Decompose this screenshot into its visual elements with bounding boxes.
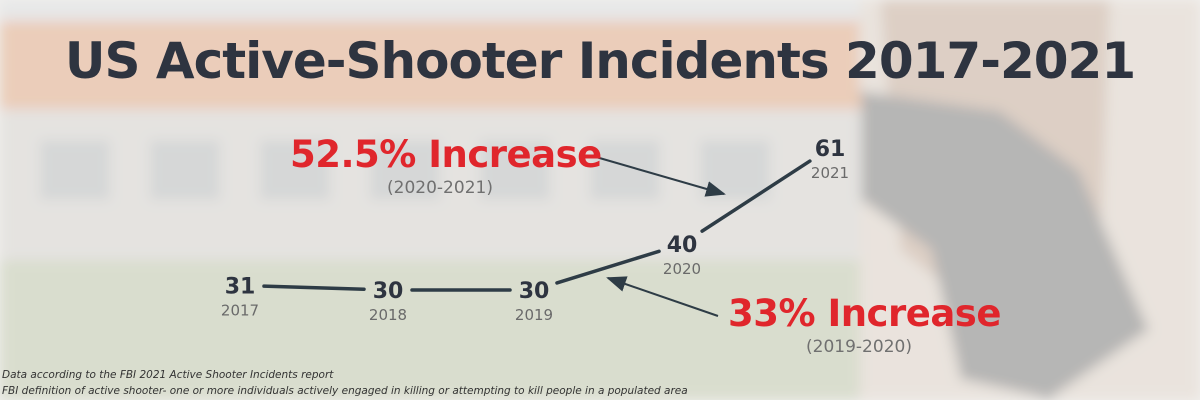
callout-2020-2021: 52.5% Increase (2020-2021)	[290, 133, 602, 199]
callout-arrow-2021	[595, 156, 726, 197]
x-tick-label-2021: 2021	[811, 164, 849, 182]
data-label-2019: 30	[519, 279, 550, 304]
callout-period: (2019-2020)	[806, 337, 912, 357]
chart-title: US Active-Shooter Incidents 2017-2021	[64, 32, 1136, 90]
data-label-2020: 40	[667, 233, 698, 258]
series-line-segment	[262, 284, 366, 292]
data-label-2018: 30	[373, 279, 404, 304]
x-tick-label-2020: 2020	[663, 260, 701, 278]
data-label-2021: 61	[815, 137, 846, 162]
x-tick-label-2017: 2017	[221, 301, 259, 319]
callout-arrow-2020	[606, 276, 719, 317]
data-label-2017: 31	[225, 274, 256, 299]
series-line-segment	[700, 159, 812, 233]
series-line-segment	[555, 249, 661, 285]
x-tick-label-2018: 2018	[369, 306, 407, 324]
callout-headline: 33% Increase	[728, 292, 1001, 335]
callout-headline: 52.5% Increase	[290, 133, 602, 176]
x-tick-label-2019: 2019	[515, 306, 553, 324]
source-note: Data according to the FBI 2021 Active Sh…	[2, 369, 334, 381]
callout-period: (2020-2021)	[387, 178, 493, 198]
definition-note: FBI definition of active shooter- one or…	[2, 385, 688, 397]
callout-2019-2020: 33% Increase (2019-2020)	[728, 292, 1001, 358]
